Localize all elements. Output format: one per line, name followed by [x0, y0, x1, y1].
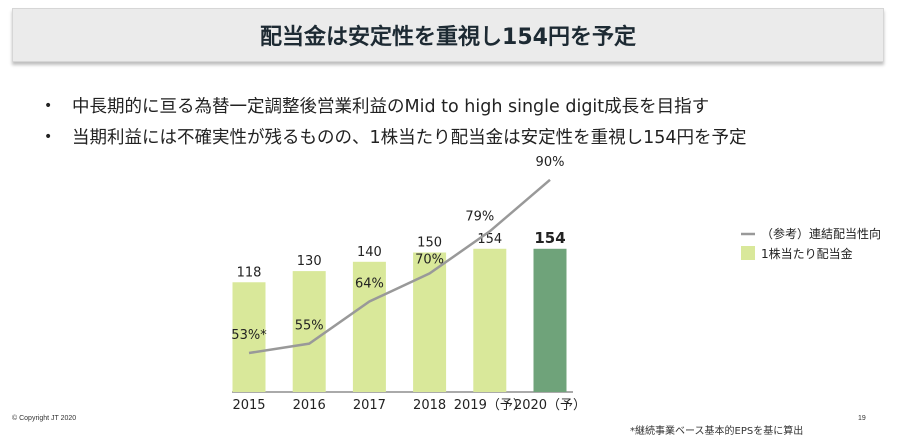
- ratio-label: 53%*: [231, 328, 267, 343]
- legend-label: （参考）連結配当性向: [761, 226, 881, 241]
- bar-value-label: 154: [477, 232, 502, 247]
- page-title: 配当金は安定性を重視し154円を予定: [260, 25, 636, 50]
- bullet-item: • 中長期的に亘る為替一定調整後営業利益のMid to high single d…: [44, 90, 747, 121]
- legend-label: 1株当たり配当金: [761, 246, 853, 261]
- bullet-text: 当期利益には不確実性が残るものの、1株当たり配当金は安定性を重視し154円を予定: [72, 128, 747, 148]
- x-tick-label: 2020（予）: [514, 398, 586, 413]
- x-tick-label: 2015: [232, 398, 265, 413]
- footnote: *継続事業ベース基本的EPSを基に算出: [630, 426, 804, 437]
- ratio-label: 55%: [295, 319, 324, 334]
- ratio-label: 90%: [536, 155, 565, 170]
- bar: [232, 282, 266, 392]
- x-tick-label: 2017: [353, 398, 386, 413]
- ratio-label: 79%: [465, 209, 494, 224]
- copyright: © Copyright JT 2020: [12, 415, 77, 422]
- x-tick-label: 2016: [293, 398, 326, 413]
- bar-value-label: 130: [297, 254, 322, 269]
- bar: [473, 248, 507, 392]
- title-banner: 配当金は安定性を重視し154円を予定: [12, 8, 884, 62]
- bar: [292, 271, 326, 392]
- ratio-line: [248, 178, 551, 355]
- ratio-label: 64%: [355, 277, 384, 292]
- ratio-label: 70%: [415, 252, 444, 267]
- legend-bar-swatch: [741, 246, 755, 260]
- bar-value-label: 154: [534, 229, 565, 247]
- x-tick-label: 2018: [413, 398, 446, 413]
- page-number: 19: [858, 415, 866, 422]
- bar: [352, 261, 386, 392]
- bar-value-label: 150: [417, 236, 442, 251]
- bar: [533, 248, 567, 392]
- bar: [413, 252, 447, 392]
- bullet-text: 中長期的に亘る為替一定調整後営業利益のMid to high single di…: [72, 97, 710, 117]
- x-tick-label: 2019（予）: [454, 398, 526, 413]
- bar-value-label: 140: [357, 245, 382, 260]
- bullet-list: • 中長期的に亘る為替一定調整後営業利益のMid to high single d…: [44, 90, 747, 152]
- bar-value-label: 118: [237, 265, 262, 280]
- bullet-item: • 当期利益には不確実性が残るものの、1株当たり配当金は安定性を重視し154円を予…: [44, 121, 747, 152]
